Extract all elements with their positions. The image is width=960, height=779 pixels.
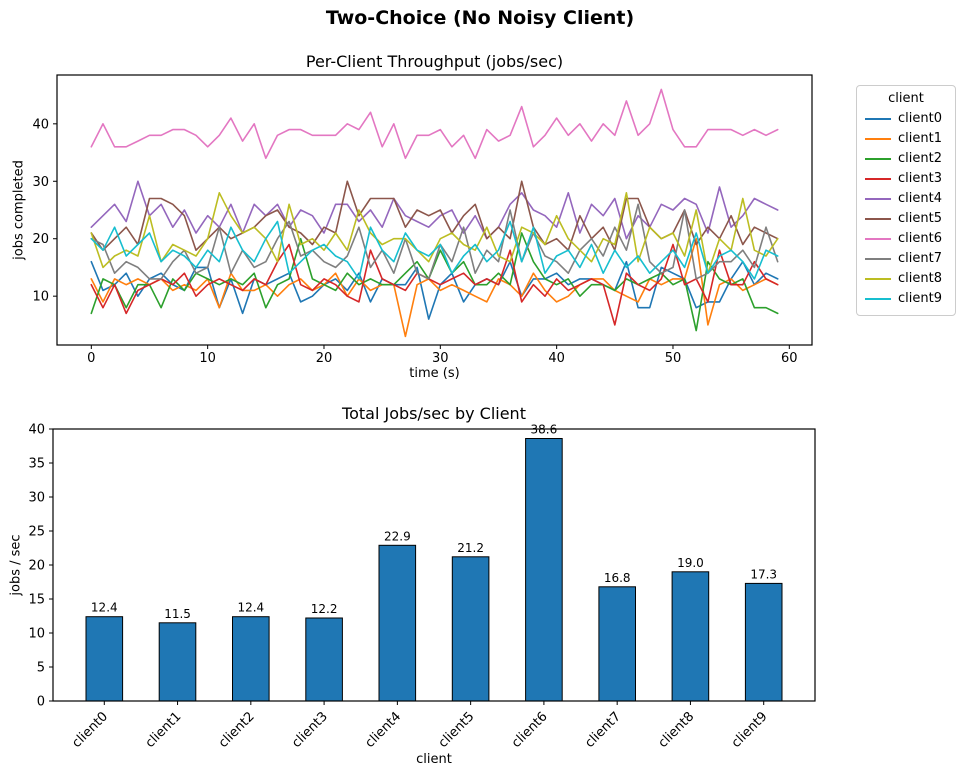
x-tick-label-rotated: client4 <box>362 709 404 751</box>
bar-value-label: 12.2 <box>311 602 338 616</box>
x-tick-label-rotated: client8 <box>656 709 698 751</box>
x-tick-label-rotated: client2 <box>216 709 258 751</box>
bar-value-label: 17.3 <box>750 567 777 581</box>
x-tick-label: 0 <box>87 351 95 366</box>
x-tick-label-rotated: client5 <box>436 709 478 751</box>
legend-item-client3: client3 <box>857 169 955 189</box>
y-tick-label: 40 <box>28 423 45 438</box>
y-tick-label: 15 <box>28 593 45 608</box>
legend-item-client4: client4 <box>857 189 955 209</box>
legend-item-client2: client2 <box>857 149 955 169</box>
x-tick-label: 50 <box>665 351 682 366</box>
bar-value-label: 21.2 <box>457 541 484 555</box>
legend-label: client2 <box>898 151 942 166</box>
bar-value-label: 19.0 <box>677 556 704 570</box>
figure-title: Two-Choice (No Noisy Client) <box>325 7 635 29</box>
y-tick-label: 35 <box>28 457 45 472</box>
bar-value-label: 16.8 <box>604 571 631 585</box>
legend-line-swatch <box>865 138 891 140</box>
x-tick-label-rotated: client6 <box>509 709 551 751</box>
series-line-client6 <box>90 88 779 160</box>
legend-label: client1 <box>898 131 942 146</box>
series-line-client3 <box>90 243 779 326</box>
series-line-client5 <box>90 180 779 251</box>
bar-client9 <box>744 582 783 702</box>
bar-client0 <box>85 616 124 702</box>
series-line-client0 <box>90 260 779 320</box>
x-tick-label: 30 <box>432 351 449 366</box>
bar-value-label: 12.4 <box>237 601 264 615</box>
legend-line-swatch <box>865 258 891 260</box>
legend-label: client5 <box>898 211 942 226</box>
bar-client5 <box>451 556 490 702</box>
series-line-client1 <box>90 237 779 338</box>
legend-item-client9: client9 <box>857 289 955 309</box>
legend-line-swatch <box>865 218 891 220</box>
legend-line-swatch <box>865 238 891 240</box>
y-tick-label: 30 <box>28 491 45 506</box>
y-tick-label: 5 <box>37 661 45 676</box>
legend-line-swatch <box>865 198 891 200</box>
legend-label: client7 <box>898 251 942 266</box>
x-tick-label: 60 <box>781 351 798 366</box>
bar-chart-title: Total Jobs/sec by Client <box>342 404 526 423</box>
legend-item-client5: client5 <box>857 209 955 229</box>
x-tick-label: 40 <box>548 351 565 366</box>
legend-line-swatch <box>865 278 891 280</box>
y-tick-label: 20 <box>28 559 45 574</box>
legend-item-client7: client7 <box>857 249 955 269</box>
bar-value-label: 11.5 <box>164 607 191 621</box>
legend-item-client6: client6 <box>857 229 955 249</box>
y-tick-label: 25 <box>28 525 45 540</box>
legend-label: client0 <box>898 111 942 126</box>
legend: client client0 client1 client2 client3 clien… <box>856 85 956 316</box>
line-chart-frame <box>56 74 813 346</box>
legend-line-swatch <box>865 118 891 120</box>
x-tick-label: 20 <box>316 351 333 366</box>
x-tick-label-rotated: client9 <box>729 709 771 751</box>
bar-value-label: 22.9 <box>384 529 411 543</box>
legend-item-client0: client0 <box>857 109 955 129</box>
bar-chart-xlabel: client <box>416 752 452 767</box>
x-tick-label-rotated: client0 <box>69 709 111 751</box>
bar-client3 <box>305 617 343 702</box>
legend-label: client3 <box>898 171 942 186</box>
legend-title: client <box>888 91 924 106</box>
line-chart-xlabel: time (s) <box>409 366 460 381</box>
y-tick-label: 0 <box>37 695 45 710</box>
bar-client2 <box>232 616 270 702</box>
line-chart-title: Per-Client Throughput (jobs/sec) <box>305 52 564 71</box>
x-tick-label-rotated: client3 <box>289 709 331 751</box>
series-line-client4 <box>90 180 779 240</box>
y-tick-label: 30 <box>32 175 49 190</box>
x-tick-label: 10 <box>199 351 216 366</box>
legend-item-client8: client8 <box>857 269 955 289</box>
bar-client7 <box>598 586 637 702</box>
series-line-client9 <box>90 220 779 280</box>
legend-label: client8 <box>898 271 942 286</box>
bar-client8 <box>671 571 710 702</box>
bar-client4 <box>378 544 417 702</box>
y-tick-label: 40 <box>32 117 49 132</box>
legend-label: client4 <box>898 191 942 206</box>
legend-items: client0 client1 client2 client3 client4 clien… <box>857 109 955 309</box>
bar-client1 <box>158 622 197 702</box>
y-tick-label: 10 <box>32 290 49 305</box>
x-tick-label-rotated: client1 <box>143 709 185 751</box>
legend-line-swatch <box>865 298 891 300</box>
legend-line-swatch <box>865 178 891 180</box>
y-tick-label: 10 <box>28 627 45 642</box>
y-tick-label: 20 <box>32 232 49 247</box>
legend-label: client6 <box>898 231 942 246</box>
legend-label: client9 <box>898 291 942 306</box>
legend-line-swatch <box>865 158 891 160</box>
series-line-client7 <box>90 203 779 280</box>
x-tick-label-rotated: client7 <box>582 709 624 751</box>
bar-client6 <box>525 438 563 702</box>
bar-value-label: 12.4 <box>91 601 118 615</box>
legend-item-client1: client1 <box>857 129 955 149</box>
